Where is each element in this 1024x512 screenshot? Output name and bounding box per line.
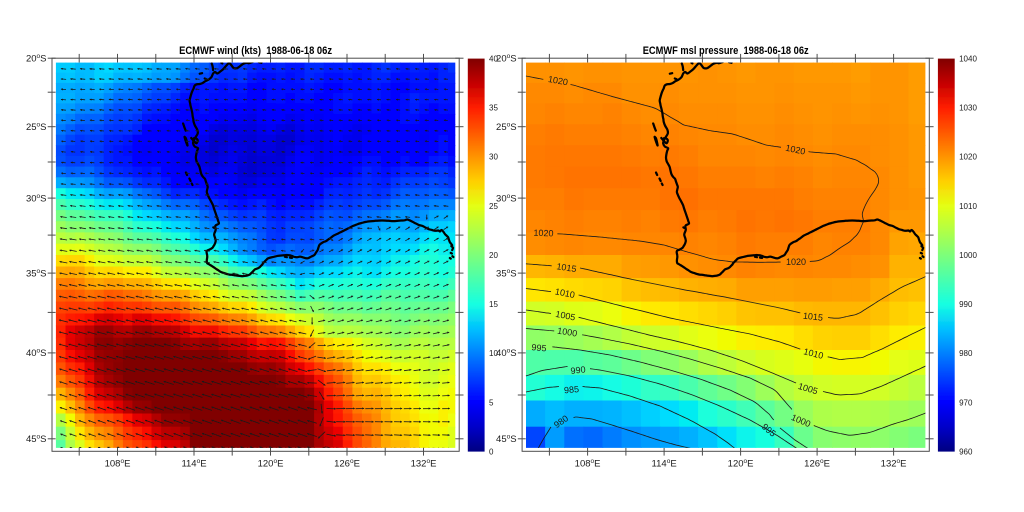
svg-text:30: 30 <box>489 153 498 162</box>
svg-text:20oS: 20oS <box>496 53 517 65</box>
svg-text:120oE: 120oE <box>728 458 754 470</box>
svg-text:1020: 1020 <box>785 143 807 157</box>
svg-text:970: 970 <box>959 398 973 407</box>
svg-text:985: 985 <box>564 384 580 395</box>
svg-text:10: 10 <box>489 349 498 358</box>
svg-text:40: 40 <box>489 54 498 63</box>
svg-text:20: 20 <box>489 251 498 260</box>
svg-text:1020: 1020 <box>547 74 568 87</box>
svg-text:45oS: 45oS <box>496 434 517 446</box>
svg-text:1000: 1000 <box>557 326 578 339</box>
svg-text:35: 35 <box>489 104 498 113</box>
svg-text:1020: 1020 <box>959 153 977 162</box>
svg-text:15: 15 <box>489 300 498 309</box>
svg-text:35oS: 35oS <box>26 268 47 280</box>
svg-text:0: 0 <box>489 447 494 456</box>
svg-text:ECMWF wind (kts) 1988-06-18 0: ECMWF wind (kts) 1988-06-18 06z <box>179 45 332 57</box>
svg-text:960: 960 <box>959 447 973 456</box>
svg-text:108oE: 108oE <box>575 458 601 470</box>
svg-text:40oS: 40oS <box>26 348 47 360</box>
svg-text:1020: 1020 <box>786 257 806 267</box>
svg-text:1030: 1030 <box>959 104 977 113</box>
svg-text:126oE: 126oE <box>334 458 360 470</box>
svg-text:114oE: 114oE <box>652 458 677 470</box>
svg-text:1000: 1000 <box>959 251 977 260</box>
svg-text:1005: 1005 <box>555 309 577 323</box>
svg-text:30oS: 30oS <box>26 193 47 205</box>
svg-text:990: 990 <box>959 300 973 309</box>
svg-text:1015: 1015 <box>802 311 823 323</box>
svg-text:980: 980 <box>959 349 973 358</box>
svg-text:1010: 1010 <box>959 202 977 211</box>
svg-text:1010: 1010 <box>803 346 825 361</box>
svg-text:990: 990 <box>570 364 586 376</box>
svg-text:25oS: 25oS <box>26 122 47 134</box>
svg-text:20oS: 20oS <box>26 53 47 65</box>
svg-text:108oE: 108oE <box>105 458 131 470</box>
svg-text:35oS: 35oS <box>496 268 517 280</box>
svg-text:1020: 1020 <box>533 228 553 239</box>
svg-text:1015: 1015 <box>556 261 577 274</box>
svg-text:25oS: 25oS <box>496 122 517 134</box>
svg-text:1010: 1010 <box>554 286 576 300</box>
svg-text:132oE: 132oE <box>411 458 437 470</box>
svg-text:120oE: 120oE <box>258 458 284 470</box>
svg-text:126oE: 126oE <box>804 458 830 470</box>
svg-text:45oS: 45oS <box>26 434 47 446</box>
svg-text:ECMWF msl pressure 1988-06-18: ECMWF msl pressure 1988-06-18 06z <box>643 45 809 57</box>
svg-text:132oE: 132oE <box>881 458 907 470</box>
svg-text:30oS: 30oS <box>496 193 517 205</box>
svg-text:995: 995 <box>531 342 547 353</box>
svg-text:5: 5 <box>489 398 494 407</box>
svg-text:40oS: 40oS <box>496 348 517 360</box>
svg-text:1040: 1040 <box>959 54 977 63</box>
svg-text:25: 25 <box>489 202 498 211</box>
svg-text:114oE: 114oE <box>181 458 206 470</box>
